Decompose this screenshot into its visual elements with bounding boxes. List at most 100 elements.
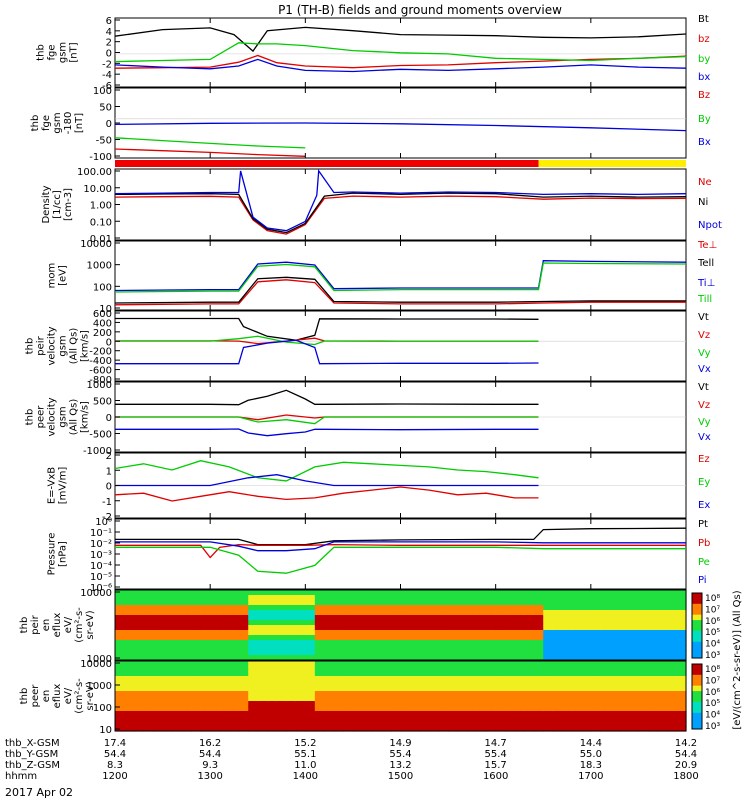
spectrogram-cell bbox=[248, 645, 259, 651]
spectrogram-cell bbox=[191, 666, 202, 672]
spectrogram-cell bbox=[609, 686, 620, 692]
y-axis-label: [eV] bbox=[58, 265, 69, 286]
spectrogram-cell bbox=[657, 711, 668, 717]
spectrogram-cell bbox=[238, 645, 249, 651]
spectrogram-cell bbox=[467, 701, 478, 707]
spectrogram-cell bbox=[666, 625, 678, 631]
spectrogram-cell bbox=[657, 620, 668, 626]
spectrogram-cell bbox=[486, 716, 497, 722]
spectrogram-cell bbox=[181, 696, 192, 702]
spectrogram-cell bbox=[609, 666, 620, 672]
ephemeris-value: 1400 bbox=[293, 771, 318, 782]
spectrogram-cell bbox=[400, 706, 411, 712]
spectrogram-cell bbox=[115, 640, 126, 646]
spectrogram-cell bbox=[400, 726, 411, 732]
spectrogram-cell bbox=[324, 671, 335, 677]
spectrogram-cell bbox=[343, 635, 354, 641]
spectrogram-cell bbox=[467, 721, 478, 727]
spectrogram-cell bbox=[343, 671, 354, 677]
spectrogram-cell bbox=[371, 645, 383, 651]
spectrogram-cell bbox=[410, 590, 421, 596]
spectrogram-cell bbox=[657, 726, 668, 732]
series-ez-line bbox=[114, 486, 539, 502]
spectrogram-cell bbox=[600, 590, 611, 596]
spectrogram-cell bbox=[305, 605, 316, 611]
series-pi-line bbox=[115, 541, 686, 552]
spectrogram-cell bbox=[486, 590, 497, 596]
spectrogram-cell bbox=[352, 595, 364, 601]
spectrogram-cell bbox=[162, 625, 173, 631]
spectrogram-cell bbox=[229, 640, 240, 646]
spectrogram-cell bbox=[324, 640, 335, 646]
spectrogram-cell bbox=[124, 671, 135, 677]
spectrogram-cell bbox=[200, 615, 211, 621]
spectrogram-cell bbox=[410, 615, 421, 621]
ephemeris-value: 17.4 bbox=[104, 738, 126, 749]
spectrogram-cell bbox=[619, 691, 630, 697]
spectrogram-cell bbox=[448, 600, 459, 606]
spectrogram-cell bbox=[143, 701, 154, 707]
spectrogram-cell bbox=[657, 600, 668, 606]
y-axis-label: gsm bbox=[58, 406, 69, 427]
spectrogram-cell bbox=[448, 711, 459, 717]
spectrogram-cell bbox=[476, 676, 487, 682]
y-tick-label: 1 bbox=[106, 466, 112, 477]
spectrogram-cell bbox=[467, 711, 478, 717]
spectrogram-cell bbox=[400, 635, 411, 641]
colorbar-label: [eV/(cm^2-s-sr-eV)] (All Qs) bbox=[732, 590, 743, 729]
spectrogram-cell bbox=[172, 645, 183, 651]
spectrogram-cell bbox=[286, 590, 297, 596]
spectrogram-cell bbox=[647, 655, 659, 661]
colorbar-swatch bbox=[692, 712, 702, 719]
spectrogram-cell bbox=[286, 595, 297, 601]
spectrogram-cell bbox=[533, 625, 544, 631]
spectrogram-cell bbox=[628, 721, 640, 727]
spectrogram-cell bbox=[343, 706, 354, 712]
colorbar-tick-label: 10⁷ bbox=[705, 605, 720, 615]
spectrogram-cell bbox=[419, 620, 430, 626]
spectrogram-cell bbox=[438, 686, 449, 692]
spectrogram-cell bbox=[448, 696, 459, 702]
spectrogram-cell bbox=[286, 645, 297, 651]
spectrogram-cell bbox=[495, 600, 506, 606]
y-axis-label: en bbox=[41, 690, 52, 703]
spectrogram-cell bbox=[124, 640, 135, 646]
spectrogram-cell bbox=[524, 676, 535, 682]
ephemeris-value: 55.4 bbox=[389, 749, 411, 760]
spectrogram-cell bbox=[295, 650, 306, 656]
y-axis-label: peer bbox=[36, 405, 47, 429]
spectrogram-cell bbox=[438, 701, 449, 707]
spectrogram-cell bbox=[562, 661, 573, 667]
spectrogram-cell bbox=[476, 666, 487, 672]
legend-entry: Ey bbox=[698, 477, 710, 488]
spectrogram-cell bbox=[191, 711, 202, 717]
spectrogram-cell bbox=[676, 615, 687, 621]
spectrogram-cell bbox=[505, 686, 516, 692]
spectrogram-cell bbox=[352, 691, 364, 697]
spectrogram-cell bbox=[124, 711, 135, 717]
spectrogram-cell bbox=[457, 716, 468, 722]
spectrogram-cell bbox=[600, 600, 611, 606]
spectrogram-cell bbox=[390, 620, 402, 626]
y-tick-label: 50 bbox=[99, 103, 112, 114]
spectrogram-cell bbox=[543, 681, 554, 687]
y-axis-label: [km/s] bbox=[80, 330, 91, 362]
spectrogram-cell bbox=[238, 615, 249, 621]
spectrogram-cell bbox=[647, 721, 659, 727]
spectrogram-cell bbox=[124, 666, 135, 672]
series-by-line bbox=[114, 42, 687, 63]
spectrogram-cell bbox=[371, 640, 383, 646]
spectrogram-cell bbox=[524, 666, 535, 672]
spectrogram-cell bbox=[295, 681, 306, 687]
spectrogram-cell bbox=[628, 716, 640, 722]
spectrogram-cell bbox=[305, 661, 316, 667]
spectrogram-cell bbox=[362, 716, 373, 722]
spectrogram-cell bbox=[172, 590, 183, 596]
spectrogram-cell bbox=[457, 681, 468, 687]
spectrogram-cell bbox=[600, 595, 611, 601]
spectrogram-cell bbox=[229, 625, 240, 631]
spectrogram-cell bbox=[134, 595, 145, 601]
ephemeris-value: 15.7 bbox=[485, 760, 507, 771]
colorbar-swatch bbox=[692, 636, 702, 643]
spectrogram-cell bbox=[191, 630, 202, 636]
